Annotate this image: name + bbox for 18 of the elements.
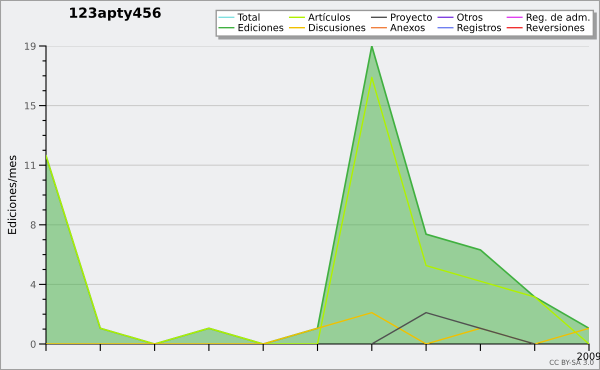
- legend-label: Ediciones: [238, 24, 284, 32]
- legend-label: Anexos: [390, 24, 425, 32]
- y-axis-title: Ediciones/mes: [8, 156, 18, 234]
- y-tick-label: 19: [24, 42, 36, 50]
- y-tick-label: 15: [24, 102, 36, 110]
- y-tick-label: 11: [24, 162, 36, 169]
- y-tick-label: 8: [30, 221, 36, 229]
- legend-label: Reg. de adm.: [526, 13, 590, 23]
- legend-label: Artículos: [308, 12, 350, 21]
- legend-label: Total: [238, 13, 260, 21]
- chart-title: 123apty456: [70, 7, 161, 21]
- legend-label: Reversiones: [526, 24, 584, 32]
- legend-label: Otros: [457, 14, 482, 21]
- legend-label: Registros: [458, 24, 502, 34]
- y-tick-label: 4: [30, 281, 36, 288]
- legend-label: Proyecto: [391, 14, 432, 23]
- legend-label: Discusiones: [309, 24, 366, 32]
- y-tick-label: 0: [30, 340, 36, 348]
